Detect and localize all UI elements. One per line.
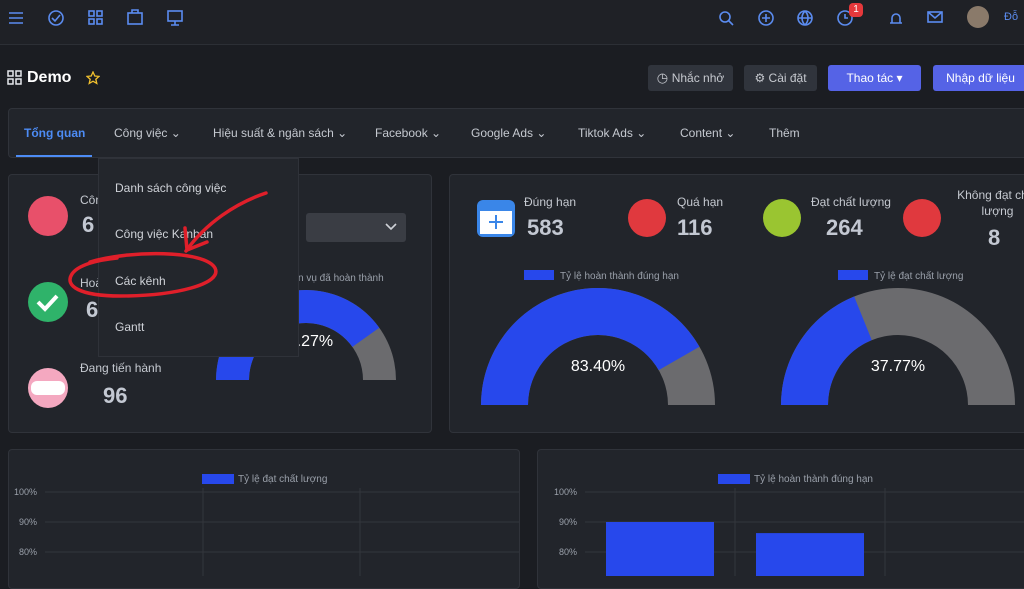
stat-value: 6 (86, 297, 99, 322)
legend-label: Tỷ lệ đạt chất lượng (238, 473, 327, 485)
tab-bar (8, 108, 1024, 158)
apps-icon[interactable] (88, 10, 95, 17)
actions-button[interactable]: Thao tác ▾ (828, 65, 921, 91)
stat-label: Không đạt chất lượng (957, 188, 1024, 218)
page: 1 Đỗ Demo ◷ Nhắc nhở ⚙ Cài đặt Thao tác … (0, 3, 1024, 589)
tasks-icon[interactable] (48, 10, 64, 26)
legend-swatch (718, 474, 750, 484)
gauge-value (481, 288, 700, 405)
stat-label: Đúng hạn (524, 195, 577, 209)
tab[interactable]: Content ⌄ (680, 126, 736, 140)
reminder-button[interactable]: ◷ Nhắc nhở (648, 65, 733, 91)
stat-icon (763, 199, 801, 237)
stat-icon (28, 196, 68, 236)
bar (756, 533, 864, 576)
dropdown-item[interactable]: Gantt (115, 320, 145, 334)
gauge-label: 83.40% (571, 358, 625, 375)
import-button[interactable]: Nhập dữ liệu (933, 65, 1024, 91)
menu-icon[interactable] (9, 12, 23, 24)
legend-label: Tỷ lệ hoàn thành đúng hạn (754, 473, 873, 485)
stat-icon (28, 282, 68, 322)
grid-icon (7, 70, 22, 85)
button-label: Nhắc nhở (671, 71, 725, 85)
page-title: Demo (27, 69, 72, 86)
clock-icon[interactable] (837, 10, 853, 26)
dropdown-item[interactable]: Các kênh (115, 274, 166, 288)
stat-value: 116 (677, 215, 713, 240)
stat-value: 96 (103, 383, 128, 408)
y-tick-label: 90% (19, 517, 37, 527)
bell-icon[interactable] (890, 13, 902, 24)
stat-label: Côn (80, 193, 103, 207)
stat-value: 583 (527, 215, 564, 240)
tab[interactable]: Tiktok Ads ⌄ (578, 126, 647, 140)
legend-label: n vụ đã hoàn thành (298, 273, 384, 284)
star-icon[interactable] (86, 71, 100, 85)
tab[interactable]: Google Ads ⌄ (471, 126, 547, 140)
stat-label: Đạt chất lượng (811, 195, 891, 209)
legend-label: Tỷ lệ đạt chất lượng (874, 270, 963, 282)
bar-chart-card (8, 449, 520, 589)
active-tab-underline (16, 155, 92, 157)
legend-swatch (202, 474, 234, 484)
y-tick-label: 100% (554, 487, 577, 497)
settings-button[interactable]: ⚙ Cài đặt (744, 65, 817, 91)
y-tick-label: 80% (559, 547, 577, 557)
top-icons (9, 6, 989, 28)
stat-label: Quá hạn (677, 195, 724, 209)
tab[interactable]: Facebook ⌄ (375, 126, 442, 140)
user-name[interactable]: Đỗ (1004, 11, 1019, 23)
stat-value: 6 (82, 212, 95, 237)
tab[interactable]: Tổng quan (24, 126, 86, 140)
y-tick-label: 80% (19, 547, 37, 557)
stat-value: 264 (826, 215, 863, 240)
button-label: Thao tác (846, 71, 894, 85)
y-tick-label: 100% (14, 487, 37, 497)
search-icon[interactable] (719, 11, 731, 23)
briefcase-icon[interactable] (127, 12, 143, 25)
legend-label: Tỷ lệ hoàn thành đúng hạn (560, 270, 679, 282)
stat-value: 8 (988, 225, 1001, 250)
stat-icon (903, 199, 941, 237)
legend-swatch (524, 270, 554, 280)
dropdown-item[interactable]: Danh sách công việc (115, 181, 227, 195)
tab[interactable]: Hiệu suất & ngân sách ⌄ (213, 126, 348, 140)
select-box[interactable] (306, 213, 406, 242)
stat-icon (628, 199, 666, 237)
notification-badge: 1 (849, 3, 863, 17)
avatar[interactable] (967, 6, 989, 28)
bar (606, 522, 714, 576)
button-label: Nhập dữ liệu (946, 71, 1015, 85)
mail-icon[interactable] (927, 11, 943, 23)
dropdown-item[interactable]: Công việc Kanban (115, 227, 214, 241)
legend-swatch (838, 270, 868, 280)
monitor-icon[interactable] (167, 10, 183, 22)
y-tick-label: 90% (559, 517, 577, 527)
add-icon[interactable] (758, 10, 774, 26)
gauge-value (781, 296, 872, 405)
stat-label: Đang tiến hành (80, 361, 162, 375)
gauge-label: 37.77% (871, 358, 925, 375)
button-label: Cài đặt (768, 71, 807, 85)
tab[interactable]: Công việc ⌄ (114, 126, 181, 140)
tab[interactable]: Thêm (769, 126, 800, 140)
